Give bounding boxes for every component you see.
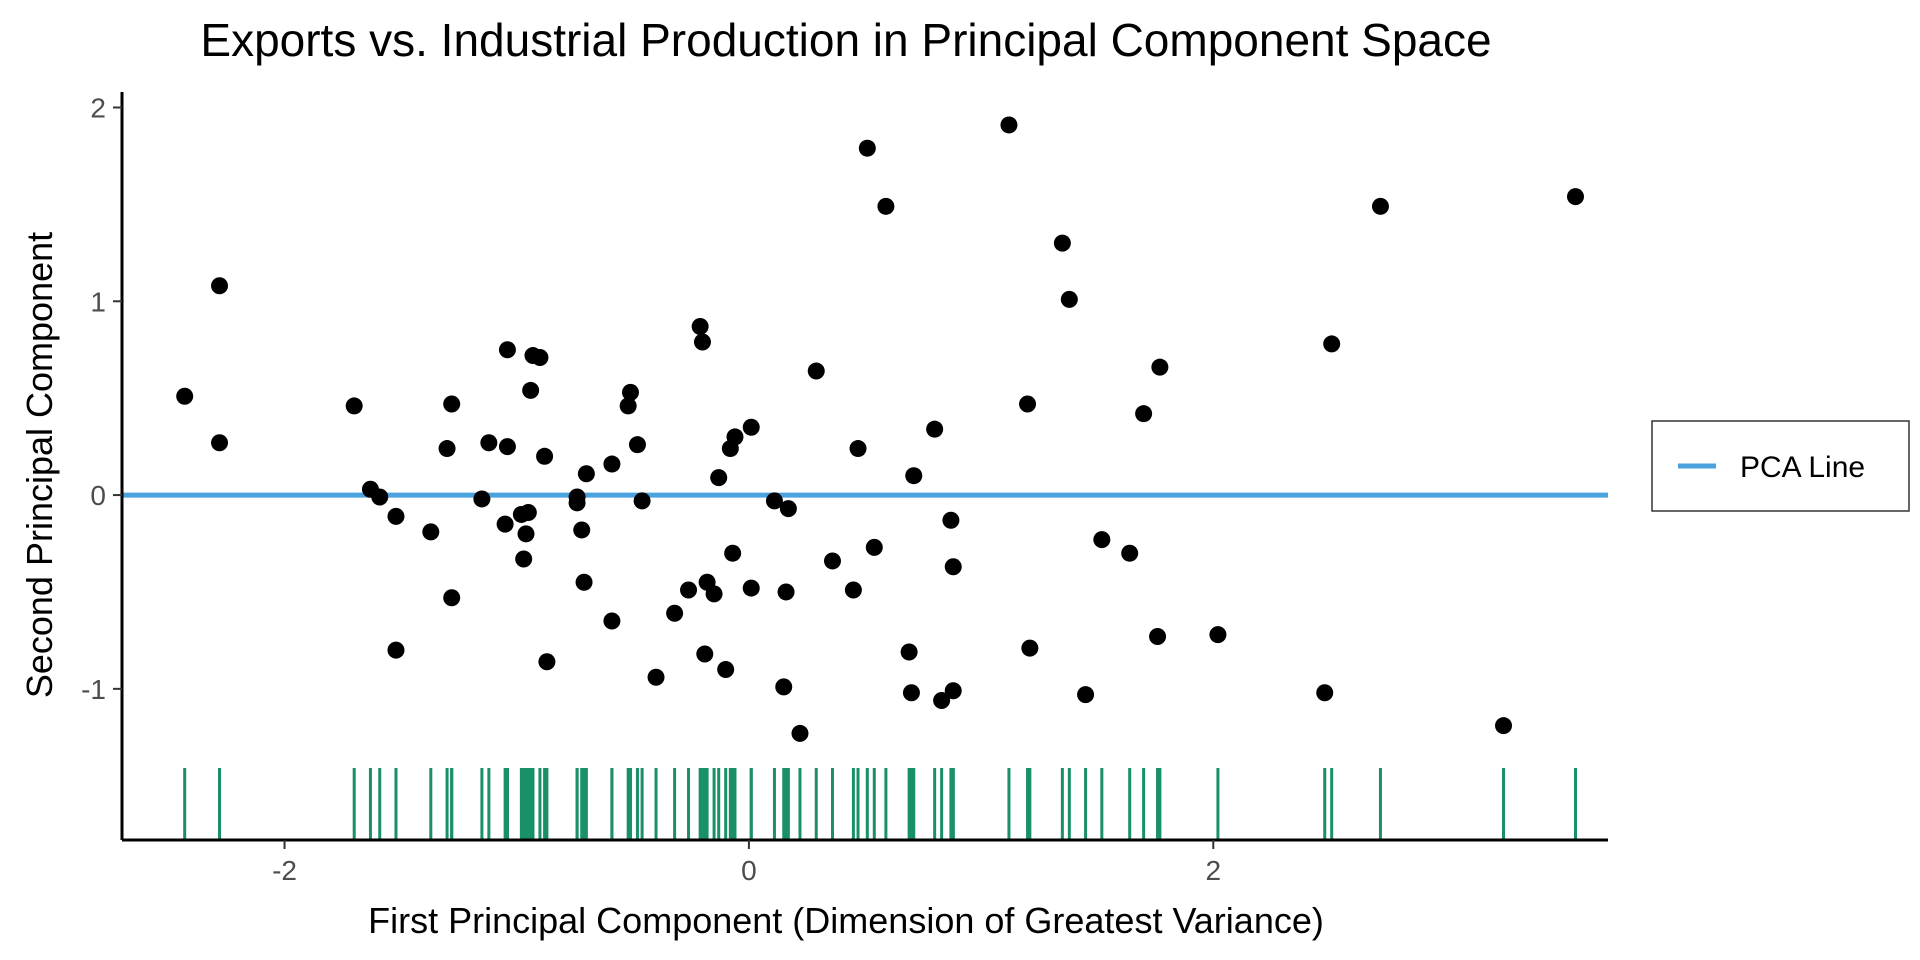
- data-point: [717, 660, 735, 678]
- data-point: [779, 500, 797, 518]
- data-point: [1060, 290, 1078, 308]
- data-point: [387, 641, 405, 659]
- data-point: [1151, 358, 1169, 376]
- data-point: [1053, 234, 1071, 252]
- legend-label-pca-line: PCA Line: [1740, 451, 1865, 484]
- data-point: [538, 653, 556, 671]
- data-point: [858, 139, 876, 157]
- y-tick-label: 2: [90, 93, 106, 124]
- data-point: [1019, 395, 1037, 413]
- data-point: [933, 691, 951, 709]
- data-point: [517, 525, 535, 543]
- data-point: [496, 515, 514, 533]
- data-point: [603, 455, 621, 473]
- data-point: [443, 589, 461, 607]
- data-point: [1077, 686, 1095, 704]
- data-point: [849, 440, 867, 458]
- data-point: [515, 550, 533, 568]
- data-point: [422, 523, 440, 541]
- data-point: [726, 428, 744, 446]
- data-point: [724, 544, 742, 562]
- data-point: [666, 604, 684, 622]
- data-point: [902, 684, 920, 702]
- data-point: [742, 579, 760, 597]
- data-point: [905, 467, 923, 485]
- data-point: [536, 447, 554, 465]
- data-point: [176, 387, 194, 405]
- data-point: [621, 383, 639, 401]
- chart-title: Exports vs. Industrial Production in Pri…: [200, 14, 1491, 66]
- data-point: [1323, 335, 1341, 353]
- data-point: [1135, 405, 1153, 423]
- data-point: [531, 348, 549, 366]
- y-tick-label: 0: [90, 480, 106, 511]
- data-point: [498, 438, 516, 456]
- data-point: [473, 490, 491, 508]
- data-point: [603, 612, 621, 630]
- data-point: [577, 465, 595, 483]
- plot-area: -2 0 2 -1 0 1 2: [81, 92, 1608, 886]
- data-point: [693, 333, 711, 351]
- data-point: [1316, 684, 1334, 702]
- data-point: [619, 397, 637, 415]
- data-point: [568, 494, 586, 512]
- data-point: [1495, 717, 1513, 735]
- data-point: [777, 583, 795, 601]
- data-point: [765, 492, 783, 510]
- data-point: [691, 317, 709, 335]
- data-point: [900, 643, 918, 661]
- data-point: [345, 397, 363, 415]
- data-point: [710, 469, 728, 487]
- data-point: [944, 558, 962, 576]
- data-point: [647, 668, 665, 686]
- data-point: [705, 585, 723, 603]
- data-point: [211, 434, 229, 452]
- data-point: [573, 521, 591, 539]
- data-point: [1371, 197, 1389, 215]
- data-point: [696, 645, 714, 663]
- x-tick-label: -2: [272, 855, 297, 886]
- legend: PCA Line: [1651, 420, 1910, 512]
- data-point: [498, 341, 516, 359]
- data-point: [371, 488, 389, 506]
- data-point: [865, 538, 883, 556]
- data-point: [211, 277, 229, 295]
- data-point: [791, 724, 809, 742]
- data-point: [1149, 628, 1167, 646]
- data-point: [1000, 116, 1018, 134]
- data-point: [522, 381, 540, 399]
- data-point: [680, 581, 698, 599]
- data-point: [775, 678, 793, 696]
- y-axis-title: Second Principal Component: [19, 232, 60, 698]
- data-point: [823, 552, 841, 570]
- data-point: [844, 581, 862, 599]
- data-point: [575, 573, 593, 591]
- data-point: [1121, 544, 1139, 562]
- data-point: [633, 492, 651, 510]
- data-point: [742, 418, 760, 436]
- data-point: [1566, 188, 1584, 206]
- y-tick-label: 1: [90, 286, 106, 317]
- data-point: [1209, 626, 1227, 644]
- data-point: [1021, 639, 1039, 657]
- data-point: [519, 504, 537, 522]
- data-point: [926, 420, 944, 438]
- data-point: [443, 395, 461, 413]
- data-point: [480, 434, 498, 452]
- data-point: [1093, 531, 1111, 549]
- data-point: [628, 436, 646, 454]
- y-tick-label: -1: [81, 674, 106, 705]
- data-point: [807, 362, 825, 380]
- data-point: [877, 197, 895, 215]
- x-axis-title: First Principal Component (Dimension of …: [368, 900, 1324, 941]
- data-point: [942, 511, 960, 529]
- data-point: [944, 682, 962, 700]
- x-tick-label: 2: [1205, 855, 1221, 886]
- data-point: [387, 507, 405, 525]
- x-tick-label: 0: [741, 855, 757, 886]
- data-point: [438, 440, 456, 458]
